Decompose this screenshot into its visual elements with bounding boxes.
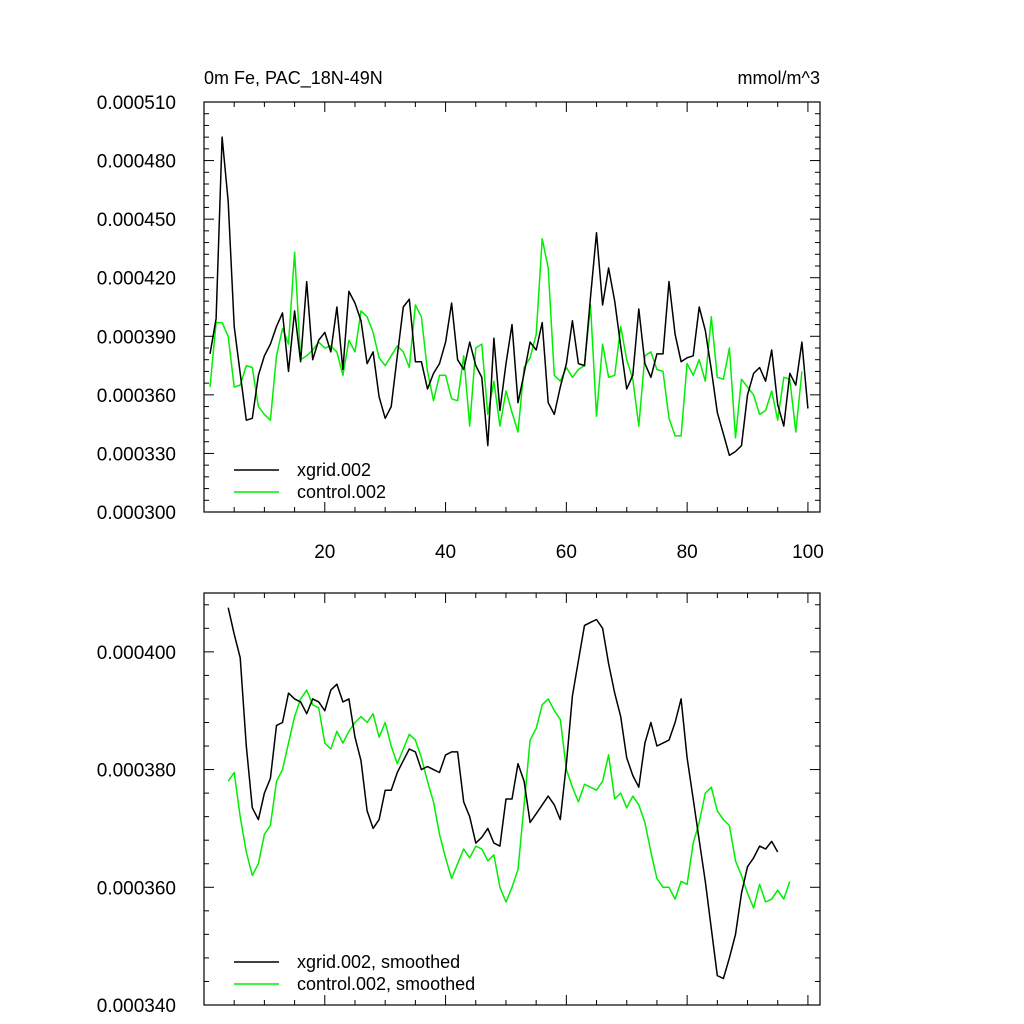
p0-x-tick-label: 80 [677,542,698,563]
p0-series-line-0 [209,136,809,457]
p0-y-tick-label: 0.000420 [97,269,176,290]
p1-y-tick-label: 0.000340 [97,996,176,1017]
p1-plot-frame [203,592,821,1006]
top-chart-title: 0m Fe, PAC_18N-49N [204,68,383,89]
p0-y-tick-label: 0.000450 [97,210,176,231]
p0-y-tick-label: 0.000390 [97,327,176,348]
p1-legend-label-1: control.002, smoothed [297,974,475,994]
top-series-lines [209,136,809,457]
p1-series-line-1 [227,689,791,909]
p0-x-tick-label: 20 [314,542,335,563]
p0-legend-label-0: xgrid.002 [297,460,371,480]
top-panel: 0m Fe, PAC_18N-49N mmol/m^3 20 40 60 80 100 0… [97,68,824,563]
p0-x-tick-label: 40 [435,542,456,563]
top-chart-units: mmol/m^3 [738,68,820,88]
top-axes: 20 40 60 80 100 0.000300 0.000330 0.000360 0.000… [97,93,824,563]
bottom-axes: 0.000340 0.000360 0.000380 0.000400 [97,592,821,1017]
p0-x-tick-label: 100 [792,542,824,563]
p0-y-tick-label: 0.000300 [97,503,176,524]
p0-y-tick-label: 0.000330 [97,444,176,465]
p0-y-tick-label: 0.000360 [97,386,176,407]
p0-series-line-1 [209,237,803,439]
p1-y-tick-label: 0.000400 [97,643,176,664]
p0-legend-label-1: control.002 [297,482,386,502]
bottom-series-lines [227,607,791,980]
p1-series-line-0 [227,607,779,980]
p0-y-tick-label: 0.000510 [97,93,176,114]
p1-legend-label-0: xgrid.002, smoothed [297,952,460,972]
p0-x-tick-label: 60 [556,542,577,563]
p1-y-tick-label: 0.000360 [97,878,176,899]
p0-plot-frame [203,101,821,513]
bottom-panel: 0.000340 0.000360 0.000380 0.000400 xgrid.0… [97,592,821,1017]
p0-y-tick-label: 0.000480 [97,152,176,173]
p1-y-tick-label: 0.000380 [97,761,176,782]
